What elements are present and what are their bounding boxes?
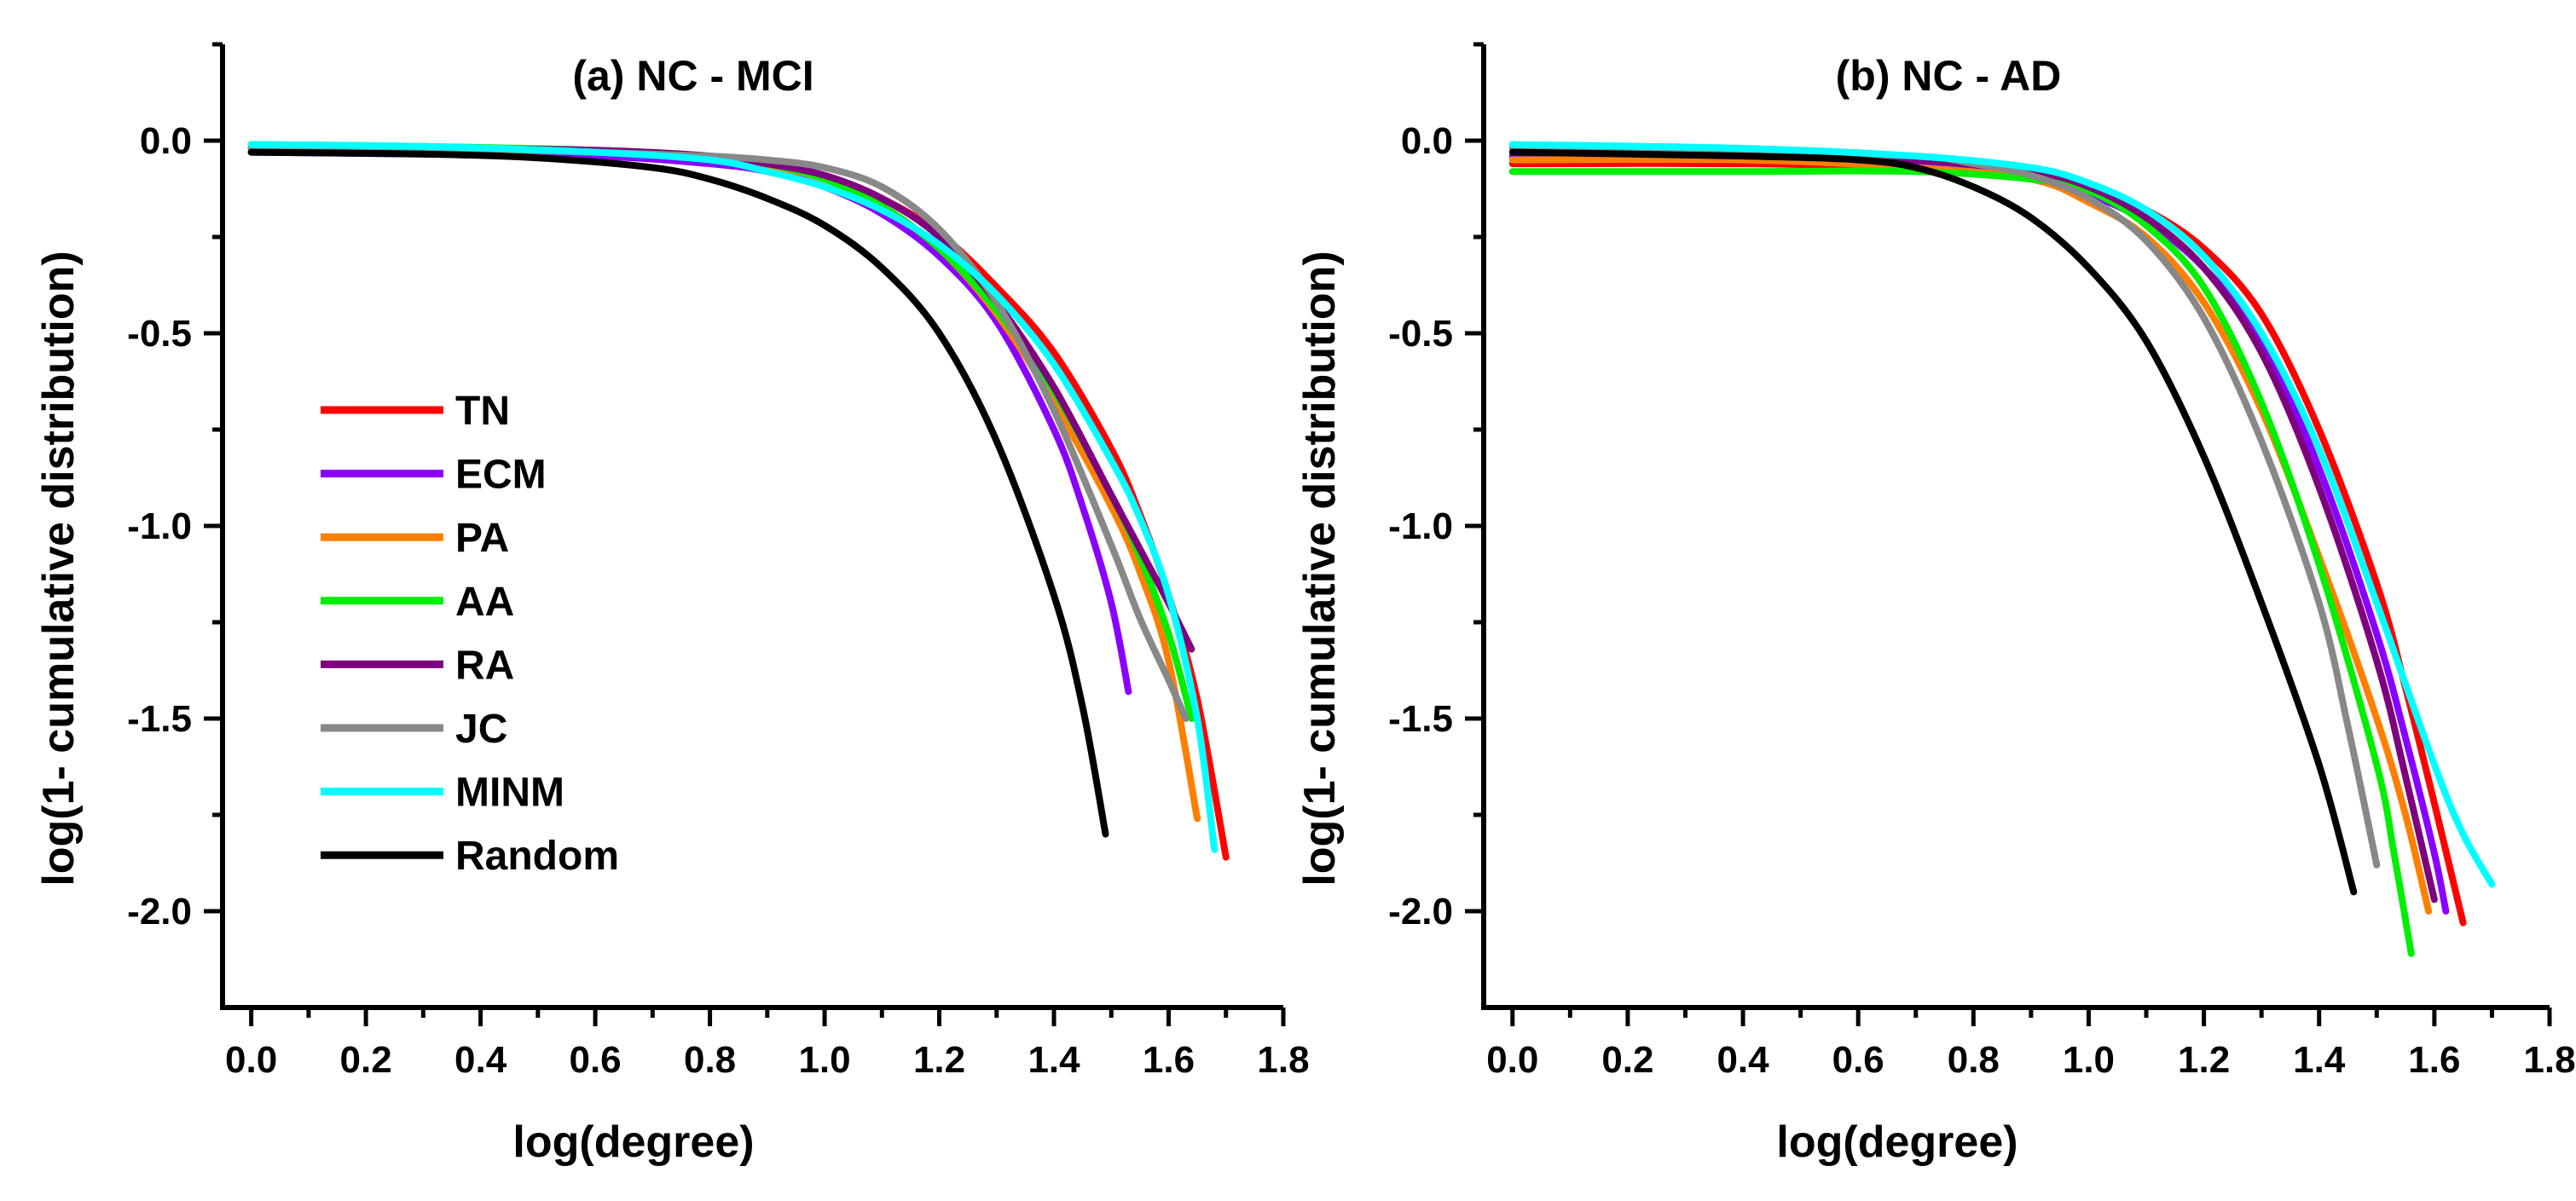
series-line-tn-b bbox=[1508, 159, 2467, 927]
x-tick-label: 1.0 bbox=[798, 1039, 850, 1081]
x-tick-label: 1.8 bbox=[1257, 1039, 1309, 1081]
x-tick-label: 0.6 bbox=[1832, 1039, 1884, 1081]
x-tick-label: 0.4 bbox=[1716, 1039, 1769, 1081]
x-tick-label: 1.6 bbox=[1143, 1039, 1195, 1081]
y-tick-label: 0.0 bbox=[140, 120, 192, 162]
legend: TN ECM PA AA RA JC MINM Random bbox=[321, 389, 619, 879]
series-line-aa-a bbox=[247, 141, 1195, 722]
x-tick-label: 1.2 bbox=[2178, 1039, 2230, 1081]
x-tick-label: 1.4 bbox=[2293, 1039, 2346, 1081]
y-axis-label: log(1- cumulative distribution) bbox=[1295, 251, 1345, 886]
x-tick-label: 0.8 bbox=[1948, 1039, 2000, 1081]
x-tick-label: 0.2 bbox=[1601, 1039, 1653, 1081]
series-line-minm-a bbox=[247, 141, 1219, 853]
legend-label-aa: AA bbox=[455, 580, 514, 625]
x-tick-label: 0.8 bbox=[684, 1039, 736, 1081]
legend-label-random: Random bbox=[455, 834, 619, 879]
y-tick-label: -0.5 bbox=[1388, 313, 1453, 355]
y-tick-label: -1.0 bbox=[1388, 505, 1453, 547]
series-line-pa-b bbox=[1508, 155, 2433, 915]
legend-label-jc: JC bbox=[455, 707, 507, 752]
series-line-random-b bbox=[1508, 148, 2358, 896]
legend-label-minm: MINM bbox=[455, 771, 564, 816]
x-tick-label: 0.4 bbox=[454, 1039, 507, 1081]
series-line-jc-a bbox=[247, 144, 1190, 722]
x-axis-label: log(degree) bbox=[1776, 1117, 2017, 1167]
y-tick-label: -1.0 bbox=[127, 505, 192, 547]
series-line-aa-b bbox=[1508, 167, 2415, 957]
series-line-pa-a bbox=[247, 144, 1201, 823]
chart-title: (a) NC - MCI bbox=[572, 52, 813, 100]
x-tick-label: 1.0 bbox=[2063, 1039, 2115, 1081]
y-axis-label: log(1- cumulative distribution) bbox=[34, 251, 84, 886]
x-tick-label: 1.2 bbox=[913, 1039, 965, 1081]
x-tick-label: 0.2 bbox=[340, 1039, 392, 1081]
y-tick-label: -2.0 bbox=[1388, 891, 1453, 933]
x-tick-label: 0.0 bbox=[225, 1039, 277, 1081]
y-tick-label: -0.5 bbox=[127, 313, 192, 355]
series-line-ecm-a bbox=[247, 148, 1132, 696]
x-axis-label: log(degree) bbox=[512, 1117, 754, 1167]
chart-panel-b: 0.0 0.2 0.4 0.6 0.8 1.0 1.2 1.4 1.6 1.8 0.0 -0.5 -1.… bbox=[1295, 42, 2576, 1167]
x-tick-label: 0.0 bbox=[1486, 1039, 1538, 1081]
y-tick-label: -2.0 bbox=[127, 891, 192, 933]
series-line-random-a bbox=[247, 148, 1109, 838]
series-line-jc-b bbox=[1508, 145, 2381, 869]
x-tick-label: 1.4 bbox=[1028, 1039, 1080, 1081]
y-tick-label: 0.0 bbox=[1401, 120, 1453, 162]
y-tick-label: -1.5 bbox=[1388, 698, 1453, 740]
x-tick-label: 1.6 bbox=[2408, 1039, 2460, 1081]
x-tick-label: 0.6 bbox=[569, 1039, 621, 1081]
chart-title: (b) NC - AD bbox=[1836, 52, 2062, 100]
legend-label-ra: RA bbox=[455, 643, 514, 688]
legend-label-ecm: ECM bbox=[455, 453, 547, 498]
y-tick-label: -1.5 bbox=[127, 698, 192, 740]
chart-panel-a: 0.0 0.2 0.4 0.6 0.8 1.0 1.2 1.4 1.6 1.8 0.0 -0.5 -1.… bbox=[34, 42, 1310, 1167]
series-line-minm-b bbox=[1508, 141, 2496, 888]
legend-label-pa: PA bbox=[455, 516, 509, 561]
legend-label-tn: TN bbox=[455, 389, 510, 434]
x-tick-label: 1.8 bbox=[2523, 1039, 2575, 1081]
